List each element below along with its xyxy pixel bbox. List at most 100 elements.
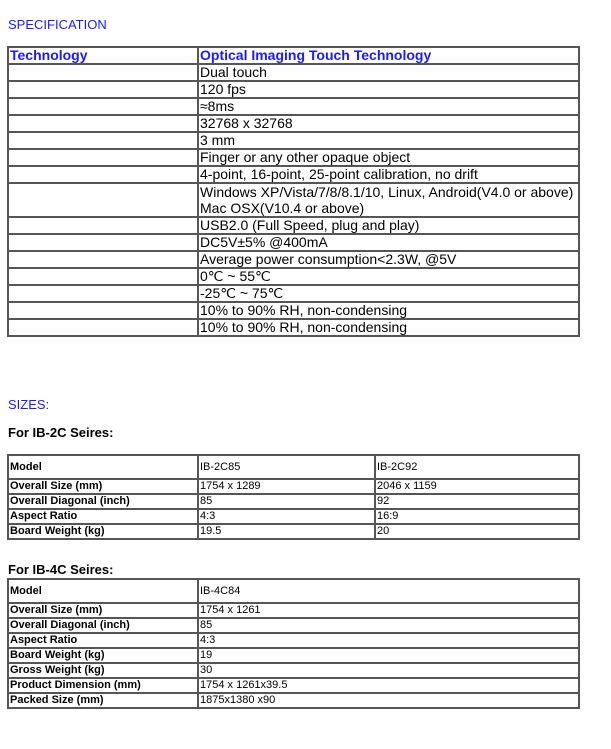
table-row: Overall Size (mm) 1754 x 1289 2046 x 1159 [7,478,580,495]
table-row: Aspect Ratio 4:3 16:9 [7,508,580,525]
header-cell: IB-2C85 [197,454,376,480]
value-cell: 0℃ ~ 55℃ [197,267,580,286]
ib2c-title: For IB-2C Seires: [8,425,114,440]
table-row: Dual touch [7,63,580,82]
table-row: DC5V±5% @400mA [7,233,580,252]
value-cell: 1754 x 1289 [197,478,376,495]
value-cell: DC5V±5% @400mA [197,233,580,252]
value-cell: 85 [197,493,376,510]
table-header-row: Model IB-2C85 IB-2C92 [7,454,580,480]
value-cell: ≈8ms [197,97,580,116]
label-cell [7,267,199,286]
table-row: Gross Weight (kg) 30 [7,662,580,679]
value-line: Windows XP/Vista/7/8/8.1/10, Linux, Andr… [200,184,574,200]
label-cell [7,131,199,150]
header-cell: Model [7,578,199,604]
value-cell: 16:9 [374,508,580,525]
label-cell: Overall Diagonal (inch) [7,617,199,634]
header-cell: IB-2C92 [374,454,580,480]
table-row: Windows XP/Vista/7/8/8.1/10, Linux, Andr… [7,182,580,218]
value-cell: 92 [374,493,580,510]
table-row: Board Weight (kg) 19.5 20 [7,523,580,540]
header-cell: Model [7,454,199,480]
value-cell: 30 [197,662,580,679]
label-cell [7,148,199,167]
value-cell: 1875x1380 x90 [197,692,580,709]
table-row: 4-point, 16-point, 25-point calibration,… [7,165,580,184]
value-cell: 2046 x 1159 [374,478,580,495]
table-row: Product Dimension (mm) 1754 x 1261x39.5 [7,677,580,694]
label-cell: Board Weight (kg) [7,523,199,540]
value-cell: 20 [374,523,580,540]
value-cell: 32768 x 32768 [197,114,580,133]
value-cell: 10% to 90% RH, non-condensing [197,301,580,320]
value-cell: 4:3 [197,508,376,525]
ib2c-table: Model IB-2C85 IB-2C92 Overall Size (mm) 1754… [7,454,580,540]
table-row: Average power consumption<2.3W, @5V [7,250,580,269]
table-header-row: Technology Optical Imaging Touch Technolo… [7,46,580,65]
value-cell: 4-point, 16-point, 25-point calibration,… [197,165,580,184]
label-cell [7,284,199,303]
table-row: 3 mm [7,131,580,150]
label-cell [7,165,199,184]
table-row: 10% to 90% RH, non-condensing [7,301,580,320]
ib4c-title: For IB-4C Seires: [8,562,114,577]
header-cell: Technology [7,46,199,65]
table-row: Finger or any other opaque object [7,148,580,167]
label-cell [7,63,199,82]
label-cell: Gross Weight (kg) [7,662,199,679]
value-cell: -25℃ ~ 75℃ [197,284,580,303]
value-cell: 19 [197,647,580,664]
label-cell: Overall Size (mm) [7,602,199,619]
spec-heading: SPECIFICATION [8,17,107,32]
table-row: Packed Size (mm) 1875x1380 x90 [7,692,580,709]
table-row: ≈8ms [7,97,580,116]
table-row: Overall Size (mm) 1754 x 1261 [7,602,580,619]
label-cell: Aspect Ratio [7,632,199,649]
table-row: Aspect Ratio 4:3 [7,632,580,649]
table-row: Overall Diagonal (inch) 85 [7,617,580,634]
value-line: Mac OSX(V10.4 or above) [200,200,365,216]
table-row: 120 fps [7,80,580,99]
spec-table: Technology Optical Imaging Touch Technolo… [7,46,580,337]
label-cell [7,233,199,252]
label-cell [7,182,199,218]
table-row: Overall Diagonal (inch) 85 92 [7,493,580,510]
label-cell: Overall Size (mm) [7,478,199,495]
table-row: -25℃ ~ 75℃ [7,284,580,303]
value-cell: Finger or any other opaque object [197,148,580,167]
table-row: 32768 x 32768 [7,114,580,133]
label-cell: Overall Diagonal (inch) [7,493,199,510]
value-cell: 3 mm [197,131,580,150]
value-cell: Dual touch [197,63,580,82]
label-cell: Aspect Ratio [7,508,199,525]
value-cell: Windows XP/Vista/7/8/8.1/10, Linux, Andr… [197,182,580,218]
label-cell [7,216,199,235]
label-cell [7,114,199,133]
value-cell: 19.5 [197,523,376,540]
table-row: USB2.0 (Full Speed, plug and play) [7,216,580,235]
label-cell: Packed Size (mm) [7,692,199,709]
label-cell [7,301,199,320]
value-cell: 85 [197,617,580,634]
table-header-row: Model IB-4C84 [7,578,580,604]
label-cell: Product Dimension (mm) [7,677,199,694]
value-cell: 1754 x 1261 [197,602,580,619]
value-cell: 120 fps [197,80,580,99]
value-cell: USB2.0 (Full Speed, plug and play) [197,216,580,235]
table-row: 0℃ ~ 55℃ [7,267,580,286]
value-cell: 10% to 90% RH, non-condensing [197,318,580,337]
sizes-heading: SIZES: [8,397,50,412]
ib4c-table: Model IB-4C84 Overall Size (mm) 1754 x 1261… [7,578,580,709]
value-cell: 4:3 [197,632,580,649]
header-cell: IB-4C84 [197,578,580,604]
label-cell [7,318,199,337]
label-cell [7,250,199,269]
label-cell [7,97,199,116]
table-row: 10% to 90% RH, non-condensing [7,318,580,337]
value-cell: 1754 x 1261x39.5 [197,677,580,694]
header-cell: Optical Imaging Touch Technology [197,46,580,65]
value-cell: Average power consumption<2.3W, @5V [197,250,580,269]
table-row: Board Weight (kg) 19 [7,647,580,664]
label-cell: Board Weight (kg) [7,647,199,664]
